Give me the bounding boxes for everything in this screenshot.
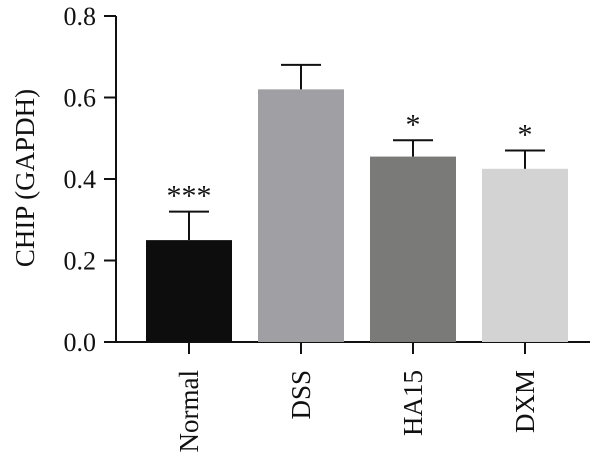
bar-dxm bbox=[482, 168, 568, 342]
category-label: DXM bbox=[510, 370, 540, 433]
error-bars bbox=[169, 63, 545, 241]
y-axis-title: CHIP (GAPDH) bbox=[10, 89, 40, 267]
category-label: DSS bbox=[286, 370, 316, 420]
significance-markers: **** * bbox=[167, 108, 533, 212]
category-label: HA15 bbox=[398, 370, 428, 436]
significance-label: *** bbox=[167, 180, 212, 213]
y-axis: 0.0 0.2 0.4 0.6 0.8 bbox=[64, 2, 117, 357]
bar-normal bbox=[146, 240, 232, 342]
x-axis bbox=[116, 341, 590, 354]
significance-label: * bbox=[518, 118, 533, 151]
y-tick-label: 0.4 bbox=[64, 165, 97, 194]
bars bbox=[146, 89, 568, 342]
category-labels: Normal DSS HA15 DXM bbox=[174, 370, 540, 452]
bar-ha15 bbox=[370, 156, 456, 342]
y-tick-label: 0.8 bbox=[64, 2, 97, 31]
y-tick-label: 0.0 bbox=[64, 328, 97, 357]
y-tick-label: 0.6 bbox=[64, 84, 97, 113]
category-label: Normal bbox=[174, 370, 204, 452]
bar-dss bbox=[258, 89, 344, 342]
significance-label: * bbox=[406, 108, 421, 141]
y-tick-label: 0.2 bbox=[64, 247, 97, 276]
